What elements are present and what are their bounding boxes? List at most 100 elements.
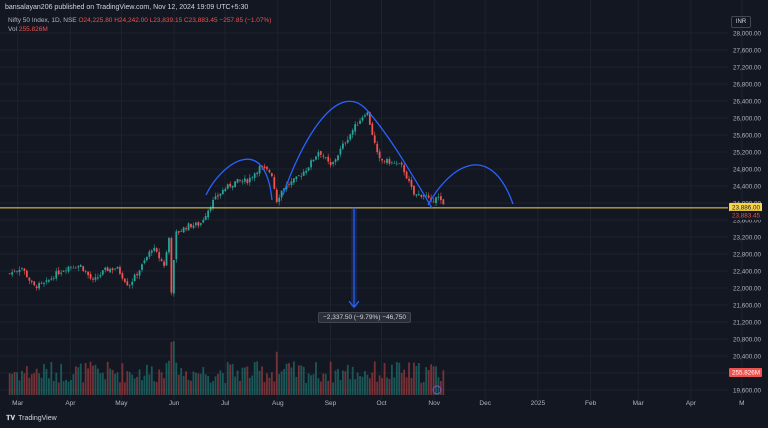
candle-body <box>442 199 445 205</box>
chart-grid <box>0 0 743 400</box>
candle-body <box>420 194 423 197</box>
volume-bar <box>391 364 393 395</box>
volume-bar <box>219 370 222 395</box>
volume-bar <box>405 377 408 395</box>
y-tick-label: 26,800.00 <box>733 82 762 89</box>
candle-body <box>97 277 99 279</box>
y-tick-label: 24,800.00 <box>733 167 762 174</box>
volume-bar <box>111 369 114 395</box>
candle-body <box>25 270 28 278</box>
candle-body <box>251 177 254 178</box>
candle-body <box>121 273 124 279</box>
volume-bar <box>229 364 232 395</box>
volume-bar <box>297 365 300 395</box>
candle-body <box>344 142 347 144</box>
volume-bar <box>199 373 202 395</box>
candle-body <box>359 120 361 124</box>
volume-bar <box>114 373 116 395</box>
candle-body <box>195 222 197 226</box>
volume-bar <box>415 366 418 395</box>
volume-bar <box>305 382 308 395</box>
candle-body <box>87 271 89 276</box>
candle-body <box>8 273 11 275</box>
candle-body <box>45 280 48 282</box>
volume-bar <box>131 374 134 395</box>
candle-body <box>35 286 38 289</box>
candle-body <box>79 265 82 267</box>
candle-body <box>62 270 65 272</box>
volume-bar <box>190 380 192 395</box>
volume-bar <box>72 374 75 395</box>
candle-body <box>180 231 183 232</box>
volume-bar <box>45 368 48 395</box>
candle-body <box>410 179 413 187</box>
volume-label: Vol <box>8 26 18 33</box>
volume-bar <box>388 378 391 395</box>
candle-body <box>368 112 371 125</box>
publish-info: bansalayan206 published on TradingView.c… <box>5 4 249 11</box>
volume-bar <box>366 374 369 395</box>
candle-body <box>373 135 376 143</box>
volume-bar <box>221 373 224 395</box>
volume-bar <box>204 374 207 395</box>
candle-body <box>172 259 175 294</box>
candle-body <box>403 165 406 173</box>
volume-bar <box>324 373 327 395</box>
drawings-layer[interactable] <box>0 100 728 395</box>
volume-bar <box>417 363 420 395</box>
candle-body <box>280 190 283 198</box>
candle-body <box>146 256 148 261</box>
volume-bar <box>177 374 180 395</box>
volume-bar <box>48 378 50 395</box>
last-price-badge-bg <box>729 210 762 220</box>
volume-bar <box>82 382 85 395</box>
x-tick-label: May <box>115 400 128 407</box>
candle-body <box>324 157 327 159</box>
y-tick-label: 23,200.00 <box>733 235 762 242</box>
volume-bar <box>168 360 170 395</box>
candle-body <box>38 283 40 289</box>
candle-body <box>84 271 87 272</box>
volume-bar <box>65 379 67 395</box>
volume-bar <box>11 373 14 395</box>
candle-body <box>427 195 430 198</box>
volume-bar <box>87 368 89 395</box>
time-axis[interactable]: Mar Apr May Jun Jul Aug Sep Oct Nov Dec 2025 Feb Mar… <box>0 400 745 410</box>
volume-bar <box>246 366 249 395</box>
symbol-legend[interactable]: Nifty 50 Index, 1D, NSE O24,225.80 H24,2… <box>8 17 271 24</box>
y-tick-label: 25,200.00 <box>733 150 762 157</box>
x-tick-label: Feb <box>584 400 597 407</box>
currency-badge[interactable]: INR <box>731 16 751 28</box>
volume-bar <box>180 368 183 395</box>
candle-body <box>199 223 202 225</box>
volume-bar <box>57 382 60 395</box>
volume-bar <box>30 374 33 395</box>
candle-body <box>133 274 136 282</box>
candle-body <box>270 173 273 177</box>
volume-bar <box>182 375 185 395</box>
candle-body <box>229 183 232 187</box>
candle-body <box>329 161 332 166</box>
y-tick-label: 22,000.00 <box>733 286 762 293</box>
volume-bar <box>339 380 342 395</box>
candle-body <box>136 274 138 276</box>
candle-body <box>268 170 271 173</box>
candle-body <box>40 282 43 284</box>
candle-body <box>231 185 234 188</box>
candle-body <box>150 250 153 253</box>
volume-bar <box>351 366 354 395</box>
volume-bar <box>40 377 43 395</box>
volume-bar <box>207 375 210 395</box>
candle-body <box>18 269 21 273</box>
volume-badge: 255.826M <box>732 370 760 377</box>
volume-bar <box>302 366 305 395</box>
candle-body <box>337 155 339 161</box>
volume-bar <box>197 373 200 395</box>
candle-body <box>43 282 45 284</box>
volume-legend[interactable]: Vol 255.826M <box>8 26 48 33</box>
y-tick-label: 25,600.00 <box>733 133 762 140</box>
volume-bar <box>133 378 136 395</box>
candle-body <box>371 123 374 135</box>
price-axis[interactable]: 28,000.00 27,600.00 27,200.00 26,800.00 26,4… <box>729 31 762 395</box>
